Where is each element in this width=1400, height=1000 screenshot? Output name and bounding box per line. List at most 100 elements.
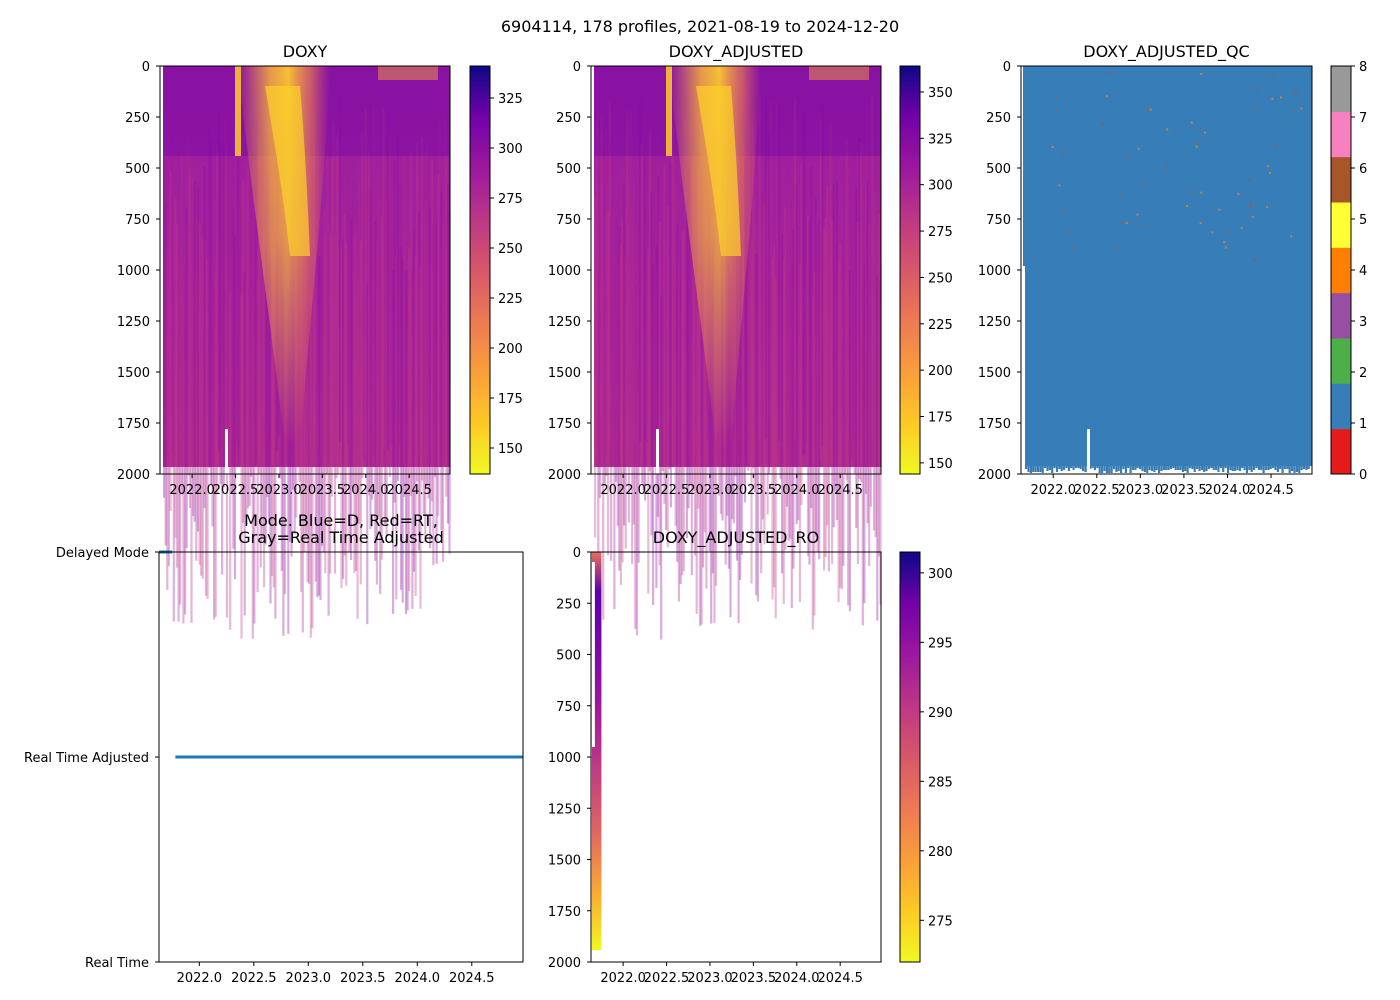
profile-column: [433, 137, 437, 477]
qc-profile-end: [1084, 466, 1087, 472]
profile-column: [769, 100, 772, 440]
profile-column: [327, 275, 330, 616]
profile-column: [219, 142, 222, 485]
qc-profile-end: [1032, 466, 1035, 472]
plume-streak: [235, 66, 241, 156]
colorbar-gradient: [900, 66, 920, 474]
profile-column: [333, 234, 337, 574]
qc-flag-dot: [1108, 72, 1111, 74]
x-tick-label: 2023.0: [286, 971, 332, 986]
profile-column: [779, 136, 782, 480]
profile-column: [845, 137, 848, 481]
profile-column: [301, 288, 304, 633]
colorbar-tick-label: 300: [928, 179, 953, 194]
profile-column: [805, 100, 808, 445]
profile-column: [256, 250, 259, 593]
profile-column: [619, 244, 622, 585]
y-tick-label: 500: [556, 162, 581, 177]
profile-column: [346, 105, 349, 445]
qc-profile-end: [1112, 466, 1116, 469]
qc-flag-dot: [1199, 222, 1202, 224]
profile-column: [684, 120, 687, 460]
qc-flag-dot: [1051, 146, 1054, 148]
profile-column: [639, 101, 642, 442]
profile-column: [253, 279, 256, 624]
qc-profile-end: [1283, 466, 1287, 469]
x-tick-label: 2023.5: [300, 483, 346, 498]
profile-column: [380, 216, 383, 560]
profile-column: [837, 260, 840, 603]
qc-flag-dot: [1218, 208, 1221, 211]
qc-flag-dot: [1290, 235, 1293, 238]
colorbar-tick-label: 250: [498, 242, 523, 257]
x-tick-label: 2023.5: [1161, 483, 1207, 498]
colorbar-swatch: [1331, 383, 1351, 430]
profile-column: [669, 163, 672, 508]
y-tick-label: 1250: [117, 315, 150, 330]
profile-column: [611, 105, 614, 449]
profile-column: [259, 228, 262, 568]
profile-column: [668, 130, 671, 470]
colorbar-swatch: [1331, 247, 1351, 294]
x-tick-label: 2022.0: [1030, 483, 1076, 498]
profile-column: [441, 222, 445, 562]
panel-title-line1: Mode. Blue=D, Red=RT,: [244, 511, 438, 530]
colorbar-swatch: [1331, 111, 1351, 158]
y-tick-label: 1000: [978, 264, 1011, 279]
heatmap-cells: [591, 66, 882, 640]
profile-column: [645, 98, 648, 442]
x-tick-label: 2022.0: [600, 971, 646, 986]
profile-column: [689, 145, 692, 486]
y-tick-label: 2000: [548, 468, 581, 483]
profile-column: [166, 247, 169, 591]
profile-column: [631, 223, 634, 565]
profile-column: [773, 244, 776, 588]
profile-column: [705, 245, 708, 589]
profile-column: [314, 237, 317, 582]
profile-column: [250, 135, 253, 477]
ro-gap: [591, 562, 595, 747]
profile-column: [656, 177, 660, 518]
qc-flag-dot: [1223, 241, 1226, 244]
profile-column: [445, 156, 448, 497]
qc-flag-dot: [1200, 73, 1203, 76]
qc-profile-end: [1074, 466, 1078, 468]
colorbar-tick-label: 290: [928, 706, 953, 721]
profile-column: [179, 263, 182, 605]
y-tick-label: 500: [556, 649, 581, 664]
qc-flag-dot: [1200, 191, 1203, 194]
qc-flag-dot: [1115, 247, 1118, 250]
profile-column: [411, 268, 414, 609]
profile-column: [188, 169, 191, 509]
qc-profile-end: [1136, 466, 1139, 468]
profile-column: [674, 182, 677, 526]
x-tick-label: 2023.5: [340, 971, 386, 986]
profile-column: [806, 216, 809, 557]
y-tick-label: 1250: [548, 802, 581, 817]
profile-column: [852, 96, 855, 440]
y-tick-label: 1000: [548, 264, 581, 279]
colorbar-doxy_adjusted_qc: 0 1 2 3 4 5 6 7 8: [1330, 60, 1367, 483]
qc-profile-end: [1162, 466, 1165, 470]
profile-column: [321, 203, 324, 547]
qc-flag-area: [1023, 66, 1312, 468]
y-tick-label: 1500: [548, 366, 581, 381]
qc-profile-end: [1288, 466, 1291, 473]
qc-profile-end: [1077, 466, 1080, 468]
y-tick-label: 750: [986, 213, 1011, 228]
profile-column: [193, 180, 196, 522]
qc-profile-end: [1267, 466, 1270, 470]
profile-column: [340, 246, 343, 589]
qc-flag-dot: [1120, 222, 1123, 225]
profile-column: [204, 254, 208, 596]
y-tick-label: 1750: [978, 417, 1011, 432]
qc-profile-end: [1079, 466, 1082, 469]
profile-column: [785, 167, 789, 507]
profile-column: [230, 149, 233, 493]
profile-column: [435, 222, 438, 564]
profile-column: [644, 157, 647, 501]
profile-column: [422, 173, 425, 515]
x-tick-label: 2022.0: [600, 483, 646, 498]
profile-column: [839, 243, 842, 588]
qc-profile-end: [1051, 466, 1054, 473]
